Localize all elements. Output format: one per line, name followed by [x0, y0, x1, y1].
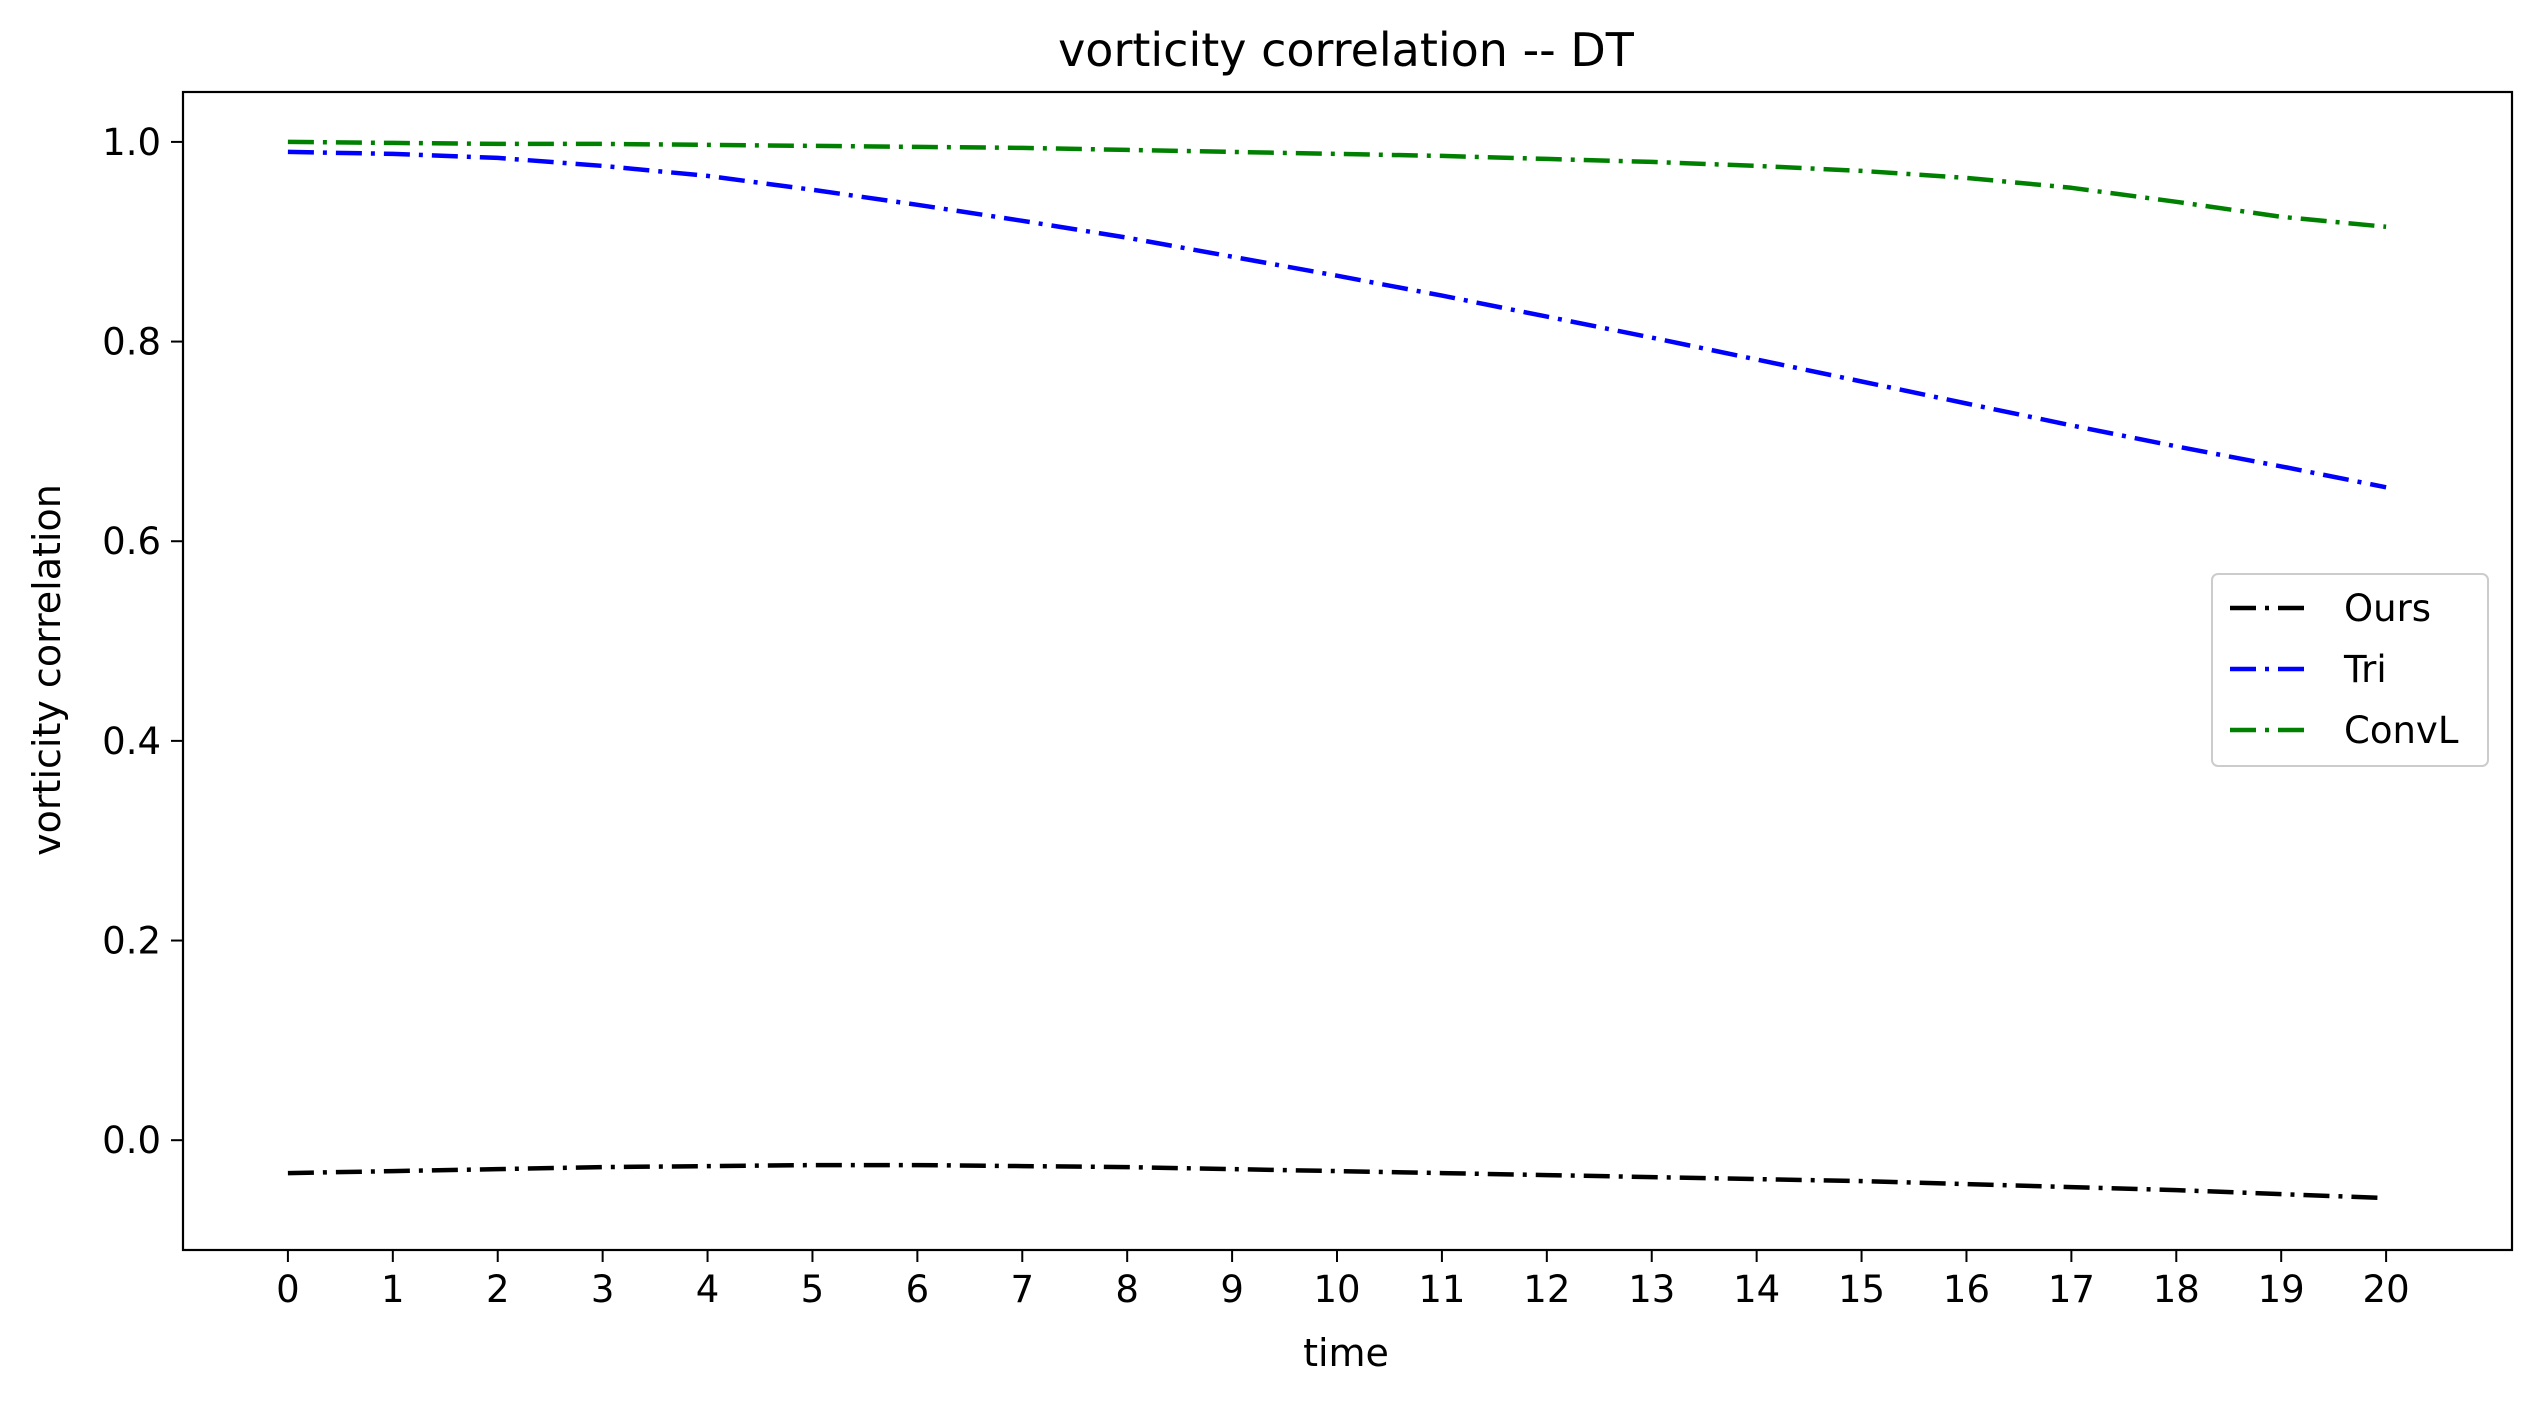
y-axis-label: vorticity correlation — [25, 484, 69, 856]
x-tick-label: 17 — [2048, 1268, 2095, 1311]
x-tick-label: 19 — [2258, 1268, 2305, 1311]
x-tick-label: 10 — [1313, 1268, 1360, 1311]
series-line-convl — [287, 139, 2387, 230]
chart-title: vorticity correlation -- DT — [1058, 23, 1635, 77]
legend: Ours Tri ConvL — [2211, 573, 2489, 767]
axes-frame — [181, 90, 2514, 1252]
x-tick-label: 0 — [276, 1268, 300, 1311]
x-tick-label: 2 — [486, 1268, 510, 1311]
y-tick-label: 0.4 — [102, 720, 161, 763]
series-line-ours — [287, 1162, 2387, 1201]
y-tick-label: 0.6 — [102, 520, 161, 563]
series-line-tri — [287, 149, 2387, 490]
x-axis-label: time — [1303, 1331, 1389, 1375]
x-tick-label: 18 — [2153, 1268, 2200, 1311]
y-tick-label: 0.8 — [102, 321, 161, 364]
x-tick-label: 9 — [1220, 1268, 1244, 1311]
x-tick-label: 8 — [1115, 1268, 1139, 1311]
x-tick-label: 12 — [1523, 1268, 1570, 1311]
x-tick-label: 7 — [1011, 1268, 1035, 1311]
x-tick-label: 6 — [906, 1268, 930, 1311]
x-tick-label: 15 — [1838, 1268, 1885, 1311]
y-tick-label: 0.2 — [102, 920, 161, 963]
legend-label-convl: ConvL — [2344, 709, 2459, 752]
legend-label-tri: Tri — [2343, 648, 2387, 691]
legend-box — [2211, 573, 2489, 767]
axes: 0 1 2 3 4 5 6 7 8 9 10 11 12 13 14 15 16 17 18 19 200.00.20.… — [102, 90, 2514, 1311]
x-tick-label: 4 — [696, 1268, 720, 1311]
x-tick-label: 1 — [381, 1268, 405, 1311]
x-tick-label: 3 — [591, 1268, 615, 1311]
x-tick-label: 5 — [801, 1268, 825, 1311]
x-tick-label: 20 — [2363, 1268, 2410, 1311]
y-tick-label: 1.0 — [102, 121, 161, 164]
x-tick-label: 14 — [1733, 1268, 1780, 1311]
plot-area — [287, 139, 2387, 1201]
y-tick-label: 0.0 — [102, 1119, 161, 1162]
legend-label-ours: Ours — [2344, 587, 2431, 630]
x-tick-label: 13 — [1628, 1268, 1675, 1311]
x-tick-label: 11 — [1418, 1268, 1465, 1311]
x-tick-label: 16 — [1943, 1268, 1990, 1311]
